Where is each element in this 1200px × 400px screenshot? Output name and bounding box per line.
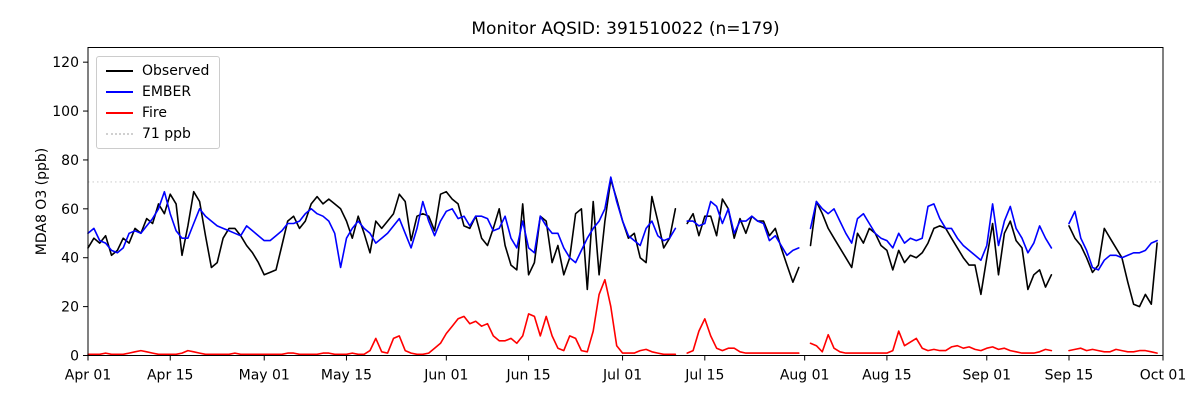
x-tick-label: May 15 [321, 368, 372, 384]
legend-swatch-fire [106, 112, 133, 114]
x-tick-label: Sep 15 [1045, 368, 1094, 384]
y-tick-label: 80 [61, 153, 79, 169]
fire-line [87, 278, 1158, 356]
x-tick-label: Jul 15 [684, 368, 724, 384]
y-tick-label: 0 [70, 349, 79, 365]
legend-item-ember: EMBER [106, 85, 209, 99]
legend-label-ember: EMBER [142, 84, 192, 100]
legend-box: Observed EMBER Fire 71 ppb [96, 56, 221, 149]
legend-swatch-ember [106, 91, 133, 93]
legend-item-fire: Fire [106, 106, 209, 120]
y-tick-label: 100 [52, 104, 79, 120]
x-tick-label: Apr 15 [147, 368, 193, 384]
x-tick-label: Jun 15 [506, 368, 551, 384]
y-tick-label: 120 [52, 55, 79, 71]
y-tick-label: 60 [61, 202, 79, 218]
y-axis-label: MDA8 O3 (ppb) [34, 148, 50, 256]
x-tick-label: May 01 [239, 368, 290, 384]
legend-label-observed: Observed [142, 63, 210, 79]
x-tick-label: Apr 01 [65, 368, 111, 384]
legend-swatch-observed [106, 70, 133, 72]
legend-item-threshold: 71 ppb [106, 127, 209, 141]
axes-frame [87, 47, 1164, 356]
x-tick-label: Aug 01 [780, 368, 830, 384]
legend-item-observed: Observed [106, 64, 209, 78]
observed-line [87, 178, 1158, 308]
legend-label-fire: Fire [142, 105, 167, 121]
legend-label-threshold: 71 ppb [142, 126, 191, 142]
ember-line [87, 176, 1158, 271]
y-tick-label: 40 [61, 251, 79, 267]
x-tick-label: Sep 01 [962, 368, 1011, 384]
x-tick-label: Aug 15 [862, 368, 912, 384]
chart-title: Monitor AQSID: 391510022 (n=179) [471, 19, 779, 39]
legend-swatch-threshold-dotted-line [106, 133, 133, 135]
x-tick-label: Jul 01 [602, 368, 642, 384]
x-tick-label: Oct 01 [1140, 368, 1186, 384]
y-tick-label: 20 [61, 300, 79, 316]
x-tick-label: Jun 01 [423, 368, 468, 384]
